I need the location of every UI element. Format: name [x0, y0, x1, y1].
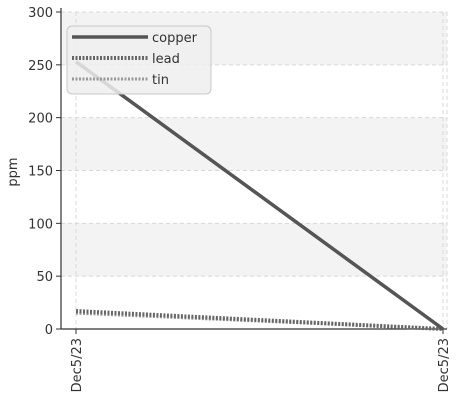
x-tick-label: Dec5/23 — [70, 338, 85, 392]
axes — [56, 8, 447, 334]
legend-label-lead: lead — [152, 52, 180, 67]
y-tick-label: 50 — [36, 270, 53, 285]
series-line-lead — [75, 309, 444, 331]
y-tick-label: 0 — [45, 323, 53, 338]
plot-band — [61, 223, 447, 277]
y-tick-label: 200 — [28, 112, 53, 127]
legend-label-copper: copper — [152, 31, 198, 46]
y-tick-label: 300 — [28, 6, 53, 21]
y-tick-labels: 0 50 100 150 200 250 300 — [28, 6, 53, 338]
series-lines — [74, 60, 445, 331]
y-tick-label: 250 — [28, 59, 53, 74]
y-tick-label: 100 — [28, 217, 53, 232]
y-tick-label: 150 — [28, 165, 53, 180]
legend-label-tin: tin — [152, 73, 169, 88]
x-tick-labels: Dec5/23 Dec5/23 — [70, 338, 452, 392]
y-axis-title: ppm — [6, 157, 21, 186]
plot-band — [61, 117, 447, 171]
legend: copper lead tin — [66, 25, 212, 95]
series-line-copper — [74, 60, 445, 331]
x-tick-label: Dec5/23 — [437, 338, 452, 392]
